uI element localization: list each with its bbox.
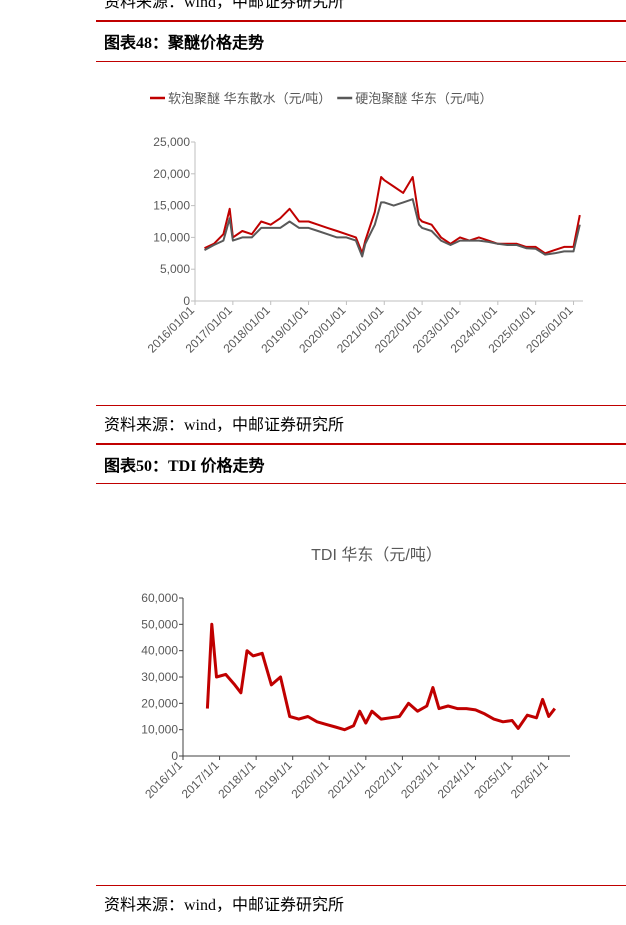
source-note: 资料来源：wind，中邮证券研究所 (104, 896, 344, 914)
y-tick-label: 25,000 (153, 135, 190, 149)
y-tick-label: 5,000 (160, 262, 190, 276)
y-tick-label: 10,000 (153, 230, 190, 244)
y-tick-label: 20,000 (141, 696, 178, 710)
source-note: 资料来源：wind，中邮证券研究所 (104, 416, 344, 434)
x-tick-label: 2026/1/1 (508, 758, 551, 801)
series-line (204, 198, 581, 258)
legend-label: 硬泡聚醚 华东（元/吨） (355, 91, 492, 106)
y-tick-label: 50,000 (141, 617, 178, 631)
figure-caption: 图表48：聚醚价格走势 (104, 33, 264, 52)
figure-caption: 图表50：TDI 价格走势 (104, 456, 264, 475)
y-tick-label: 10,000 (141, 723, 178, 737)
chart-title: TDI 华东（元/吨） (311, 546, 442, 564)
x-tick-label: 2024/1/1 (435, 758, 478, 801)
x-tick-label: 2023/1/1 (398, 758, 441, 801)
legend-label: 软泡聚醚 华东散水（元/吨） (168, 91, 331, 106)
y-tick-label: 0 (171, 749, 178, 763)
x-tick-label: 2022/1/1 (362, 758, 405, 801)
y-tick-label: 20,000 (153, 167, 190, 181)
source-note: 资料来源：wind，中邮证券研究所 (104, 0, 344, 11)
x-tick-label: 2018/1/1 (215, 758, 258, 801)
y-tick-label: 40,000 (141, 644, 178, 658)
x-tick-label: 2016/1/1 (142, 758, 185, 801)
y-tick-label: 15,000 (153, 199, 190, 213)
y-tick-label: 30,000 (141, 670, 178, 684)
y-tick-label: 0 (183, 294, 190, 308)
x-tick-label: 2017/1/1 (179, 758, 222, 801)
series-line (205, 622, 556, 732)
y-tick-label: 60,000 (141, 591, 178, 605)
series-line (204, 176, 581, 255)
x-tick-label: 2021/1/1 (325, 758, 368, 801)
x-tick-label: 2025/1/1 (471, 758, 514, 801)
x-tick-label: 2019/1/1 (252, 758, 295, 801)
x-tick-label: 2020/1/1 (288, 758, 331, 801)
